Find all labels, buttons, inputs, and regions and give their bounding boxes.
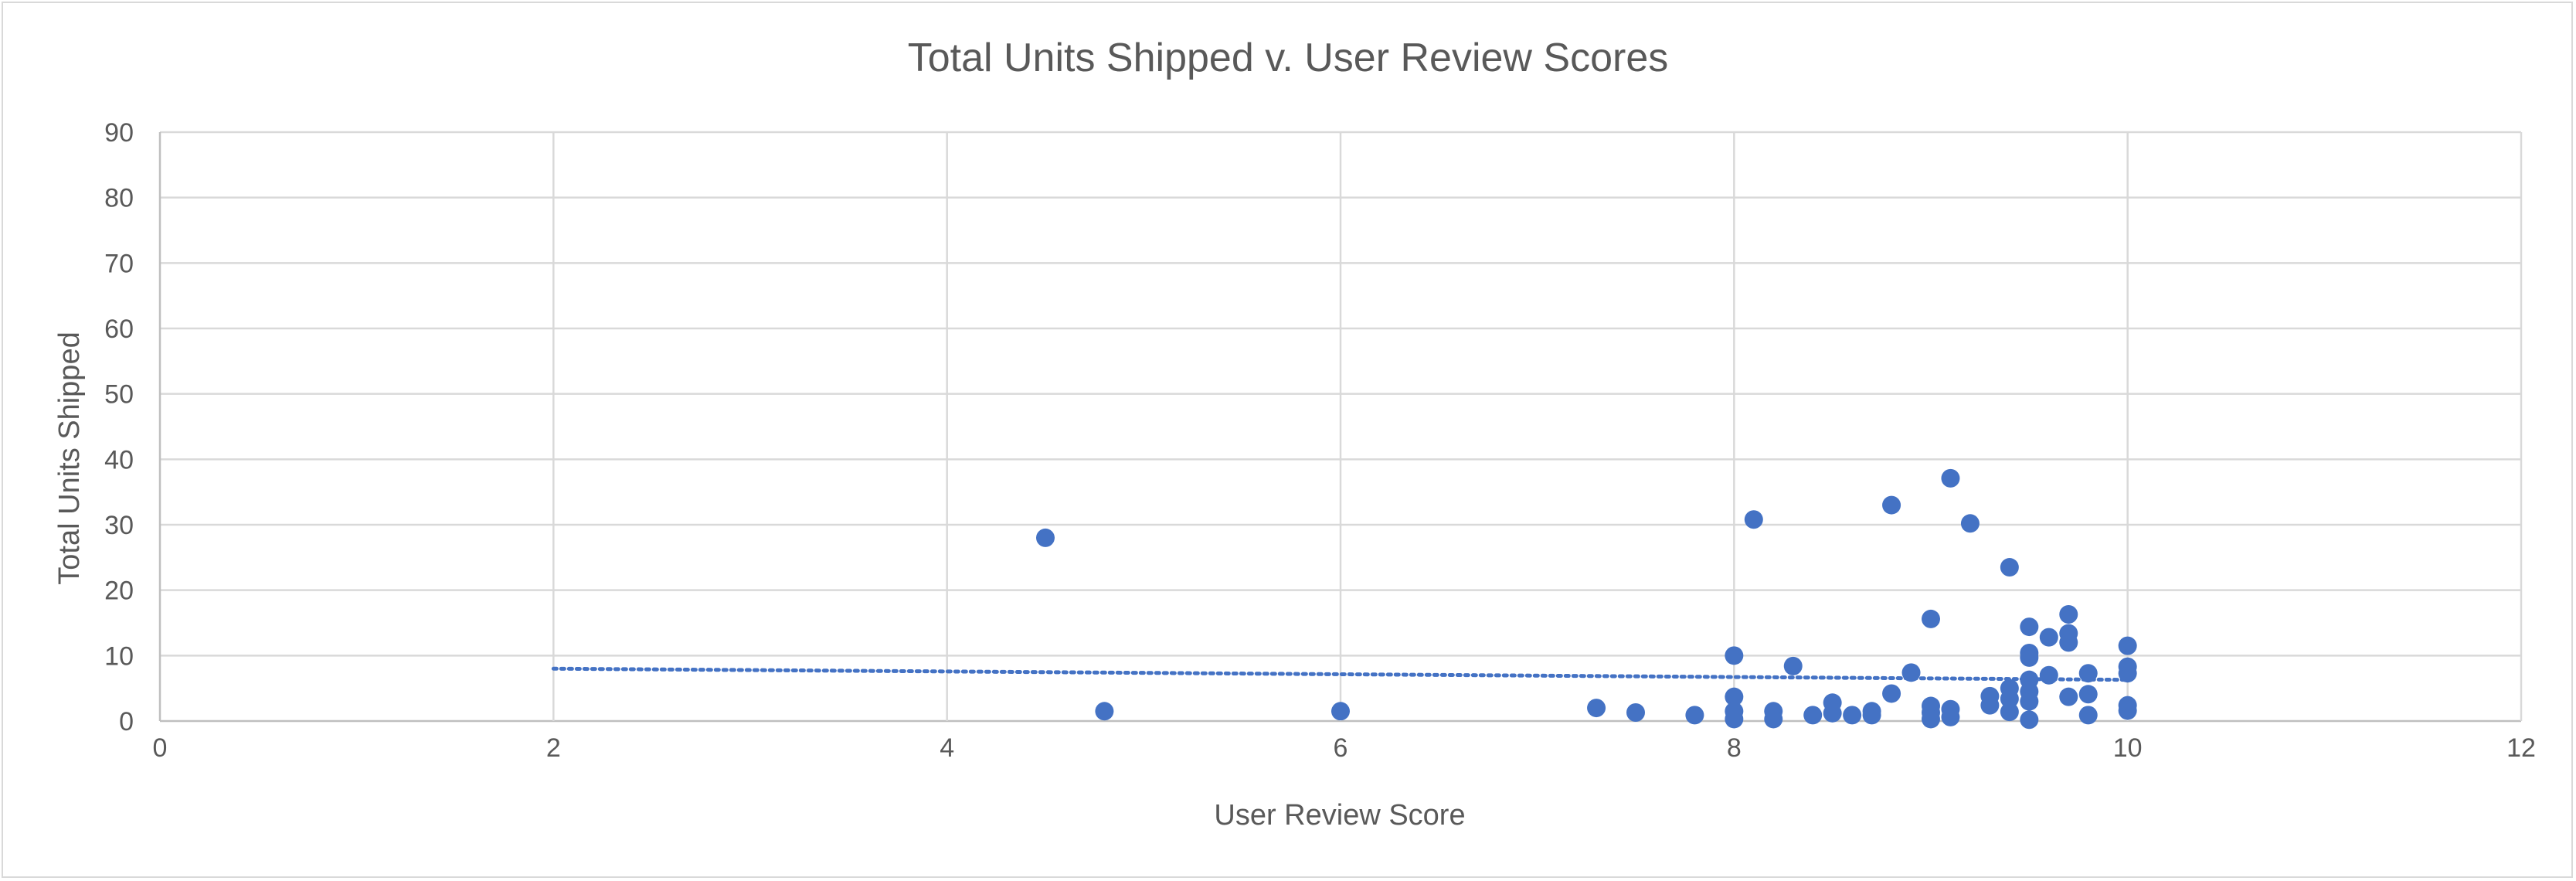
trendline xyxy=(551,666,2130,682)
data-point-12 xyxy=(1764,709,1783,729)
data-point-22 xyxy=(1901,663,1921,682)
data-point-1 xyxy=(1095,702,1114,721)
data-point-49 xyxy=(2059,687,2078,706)
data-point-20 xyxy=(1882,495,1901,515)
trendline-layer xyxy=(551,666,2130,682)
x-tick-label-8: 8 xyxy=(1727,733,1742,763)
chart-title: Total Units Shipped v. User Review Score… xyxy=(908,36,1669,80)
y-tick-label-20: 20 xyxy=(104,577,134,606)
data-point-29 xyxy=(1941,707,1960,726)
data-point-52 xyxy=(2078,706,2098,725)
y-axis-title: Total Units Shipped xyxy=(53,332,86,584)
data-point-57 xyxy=(2118,701,2137,720)
data-point-36 xyxy=(2000,702,2019,722)
data-point-14 xyxy=(1803,706,1823,725)
data-points xyxy=(1036,468,2137,730)
data-point-55 xyxy=(2118,664,2137,683)
data-point-21 xyxy=(1882,684,1901,703)
y-tick-label-50: 50 xyxy=(104,380,134,410)
data-point-6 xyxy=(1725,646,1744,665)
x-tick-label-10: 10 xyxy=(2113,733,2143,763)
data-point-2 xyxy=(1331,702,1350,721)
data-point-3 xyxy=(1587,699,1606,718)
data-point-19 xyxy=(1862,706,1881,725)
data-point-43 xyxy=(2020,710,2039,730)
data-point-42 xyxy=(2020,692,2039,711)
data-point-13 xyxy=(1783,656,1803,675)
y-tick-label-60: 60 xyxy=(104,315,134,344)
gridlines xyxy=(158,131,2523,723)
y-tick-label-80: 80 xyxy=(104,184,134,213)
data-point-32 xyxy=(1980,696,2000,715)
data-point-26 xyxy=(1922,709,1940,729)
x-tick-label-12: 12 xyxy=(2506,733,2536,763)
tick-labels: 0 10 20 30 40 50 60 70 80 90 0 2 4 6 8 10 12 xyxy=(104,118,2536,763)
data-point-50 xyxy=(2078,664,2098,683)
data-point-16 xyxy=(1823,703,1842,723)
data-point-5 xyxy=(1685,706,1704,725)
data-point-35 xyxy=(2000,689,2019,709)
y-tick-label-0: 0 xyxy=(119,707,134,736)
data-point-10 xyxy=(1744,510,1763,529)
data-point-27 xyxy=(1941,468,1960,488)
data-point-45 xyxy=(2039,665,2058,685)
data-point-48 xyxy=(2059,633,2078,652)
data-point-9 xyxy=(1725,709,1744,729)
y-tick-label-90: 90 xyxy=(104,118,134,148)
data-point-23 xyxy=(1922,609,1940,628)
data-point-7 xyxy=(1725,687,1744,706)
data-point-51 xyxy=(2078,685,2098,704)
data-point-44 xyxy=(2039,628,2058,647)
data-point-39 xyxy=(2020,648,2039,667)
x-tick-label-4: 4 xyxy=(940,733,954,763)
data-point-53 xyxy=(2118,636,2137,655)
data-point-0 xyxy=(1036,528,1055,547)
x-axis-title: User Review Score xyxy=(1214,799,1465,832)
x-tick-label-0: 0 xyxy=(153,733,168,763)
data-point-17 xyxy=(1843,706,1862,725)
x-tick-label-2: 2 xyxy=(546,733,561,763)
data-point-37 xyxy=(2020,617,2039,637)
y-tick-label-10: 10 xyxy=(104,641,134,671)
y-tick-label-30: 30 xyxy=(104,511,134,540)
y-tick-label-70: 70 xyxy=(104,249,134,278)
data-point-4 xyxy=(1626,702,1645,722)
data-point-30 xyxy=(1960,514,1980,533)
data-point-46 xyxy=(2059,604,2078,624)
data-point-33 xyxy=(2000,558,2019,577)
x-tick-label-6: 6 xyxy=(1334,733,1348,763)
y-tick-label-40: 40 xyxy=(104,445,134,475)
